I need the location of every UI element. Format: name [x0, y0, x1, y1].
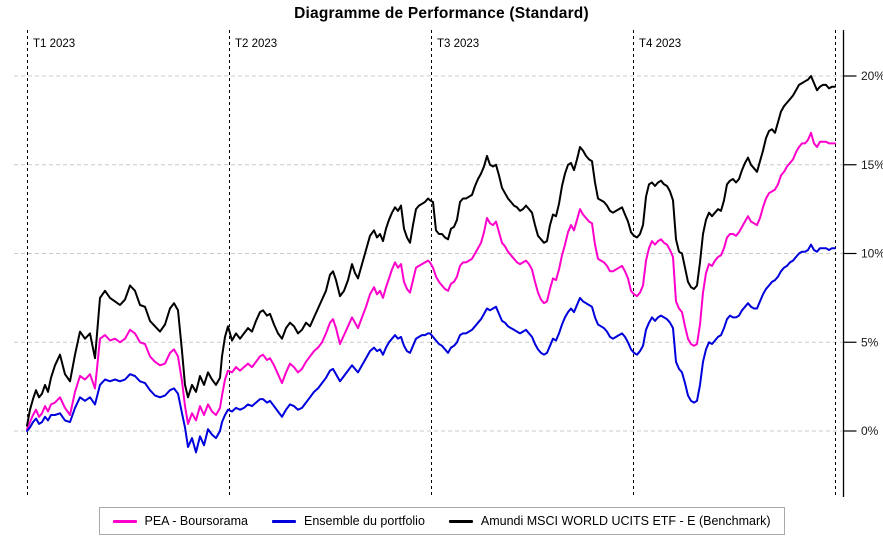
legend-item-benchmark: Amundi MSCI WORLD UCITS ETF - E (Benchma…	[448, 514, 771, 528]
y-tick-label: 15%	[861, 158, 883, 172]
quarter-label: T3 2023	[437, 38, 479, 50]
portfolio-line-swatch-icon	[271, 519, 296, 523]
y-tick-label: 20%	[861, 69, 883, 83]
page-title: Diagramme de Performance (Standard)	[294, 5, 589, 22]
y-tick-label: 5%	[861, 335, 879, 349]
series-line-0	[26, 131, 836, 431]
legend-label-portfolio: Ensemble du portfolio	[303, 514, 425, 528]
benchmark-line-swatch-icon	[448, 519, 473, 523]
y-axis: 0% 5% 10% 15% 20%	[842, 30, 883, 497]
quarter-label: T1 2023	[33, 38, 75, 50]
legend: PEA - Boursorama Ensemble du portfolio A…	[98, 507, 785, 535]
quarter-labels: T1 2023 T2 2023 T3 2023 T4 2023	[33, 38, 681, 50]
legend-item-pea: PEA - Boursorama	[112, 514, 248, 528]
y-tick-label: 10%	[861, 247, 883, 261]
series-line-1	[26, 243, 836, 454]
quarter-label: T4 2023	[639, 38, 681, 50]
legend-label-pea: PEA - Boursorama	[144, 514, 248, 528]
y-tick-label: 0%	[861, 424, 879, 438]
legend-item-portfolio: Ensemble du portfolio	[271, 514, 425, 528]
pea-line-swatch-icon	[112, 519, 137, 523]
legend-label-benchmark: Amundi MSCI WORLD UCITS ETF - E (Benchma…	[480, 514, 771, 528]
gridlines	[14, 75, 844, 432]
series-line-2	[26, 75, 836, 427]
quarter-label: T2 2023	[235, 38, 277, 50]
